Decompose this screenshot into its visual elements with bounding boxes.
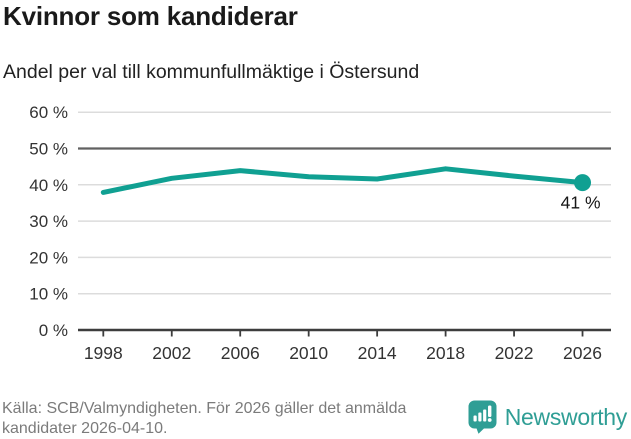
y-tick-label: 40 % [29, 176, 68, 195]
y-axis-tick-labels: 0 % 10 % 20 % 30 % 40 % 50 % 60 % [29, 103, 68, 340]
series-line [100, 166, 586, 195]
end-point-value-label: 41 % [561, 193, 601, 213]
y-tick-label: 10 % [29, 285, 68, 304]
source-note: Källa: SCB/Valmyndigheten. För 2026 gäll… [2, 400, 407, 437]
x-axis [78, 328, 611, 337]
x-tick-label: 2022 [495, 343, 534, 363]
y-tick-label: 50 % [29, 140, 68, 159]
y-tick-label: 60 % [29, 103, 68, 122]
y-tick-label: 0 % [39, 321, 68, 340]
x-tick-label: 2010 [289, 343, 328, 363]
gridlines [78, 111, 611, 295]
x-tick-label: 1998 [84, 343, 123, 363]
x-tick-label: 2018 [426, 343, 465, 363]
end-point-marker [574, 174, 592, 192]
chart-title: Kvinnor som kandiderar [3, 1, 298, 31]
newsworthy-bar-chart-bubble-icon [468, 400, 497, 434]
x-tick-label: 2002 [152, 343, 191, 363]
data-series-line [100, 166, 592, 195]
newsworthy-logo-text: Newsworthy [504, 403, 628, 430]
newsworthy-logo: Newsworthy [468, 400, 627, 434]
x-tick-label: 2014 [358, 343, 397, 363]
x-tick-label: 2006 [221, 343, 260, 363]
x-axis-tick-labels: 1998 2002 2006 2010 2014 2018 2022 2026 [84, 343, 602, 363]
y-tick-label: 20 % [29, 248, 68, 267]
x-tick-label: 2026 [563, 343, 602, 363]
y-tick-label: 30 % [29, 212, 68, 231]
end-point-annotation: 41 % [561, 193, 601, 213]
chart-subtitle: Andel per val till kommunfullmäktige i Ö… [3, 61, 420, 83]
